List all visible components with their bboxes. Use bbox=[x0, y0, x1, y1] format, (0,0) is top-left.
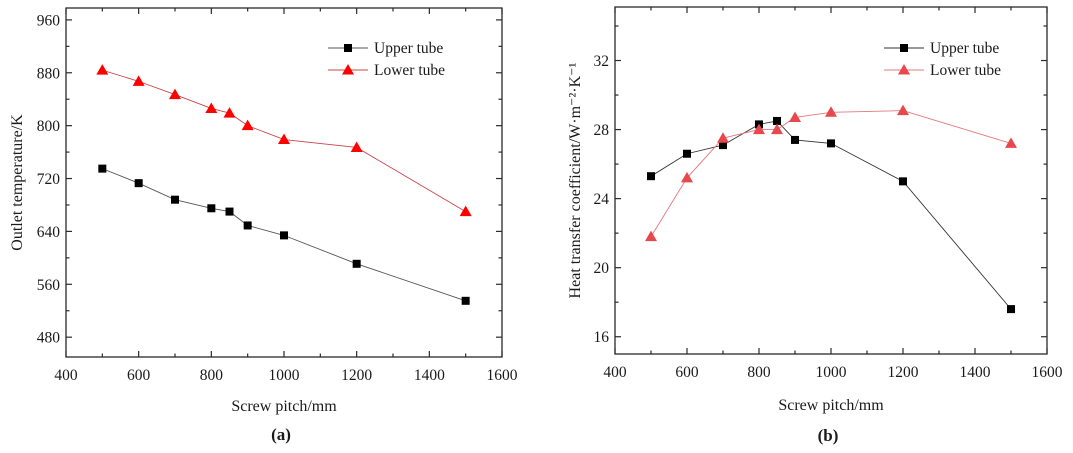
data-point-triangle bbox=[223, 107, 236, 118]
data-point-triangle bbox=[132, 75, 145, 86]
y-tick-label: 32 bbox=[594, 53, 610, 70]
data-point-square bbox=[352, 259, 361, 268]
x-tick-label: 1400 bbox=[960, 364, 991, 381]
y-axis-label: Heat transfer coefficient/W·m⁻²·K⁻¹ bbox=[567, 62, 584, 298]
data-point-triangle bbox=[717, 132, 729, 143]
series-upper-tube bbox=[647, 116, 1015, 314]
data-point-square bbox=[243, 221, 252, 230]
data-point-square bbox=[98, 164, 107, 173]
legend-label: Upper tube bbox=[930, 40, 999, 57]
x-tick-label: 1200 bbox=[341, 367, 372, 384]
y-tick-label: 28 bbox=[594, 122, 610, 139]
legend-marker-square bbox=[344, 44, 352, 52]
y-tick-label: 960 bbox=[37, 12, 61, 29]
y-tick-label: 800 bbox=[37, 118, 61, 135]
x-tick-label: 1600 bbox=[487, 367, 518, 384]
data-point-triangle bbox=[825, 106, 837, 117]
data-point-square bbox=[280, 231, 288, 240]
data-point-triangle bbox=[278, 133, 290, 145]
x-tick-label: 1200 bbox=[888, 364, 919, 381]
data-point-triangle bbox=[241, 119, 254, 131]
legend-marker-triangle bbox=[342, 64, 354, 75]
series-lower-tube bbox=[96, 64, 472, 217]
data-point-square bbox=[827, 139, 835, 148]
x-tick-label: 400 bbox=[54, 367, 78, 384]
data-point-triangle bbox=[96, 64, 109, 75]
data-point-square bbox=[683, 149, 691, 158]
x-tick-label: 1000 bbox=[269, 367, 300, 384]
x-tick-label: 400 bbox=[603, 364, 627, 381]
data-point-square bbox=[207, 204, 216, 213]
plot-frame bbox=[65, 7, 503, 358]
series-line bbox=[650, 120, 1012, 310]
data-point-triangle bbox=[1005, 137, 1017, 148]
data-point-square bbox=[134, 179, 143, 188]
legend-label: Lower tube bbox=[930, 62, 1001, 79]
x-tick-label: 600 bbox=[127, 367, 151, 384]
data-point-triangle bbox=[771, 123, 783, 135]
data-point-triangle bbox=[789, 111, 801, 122]
data-point-triangle bbox=[681, 171, 693, 183]
panel-label: (a) bbox=[271, 425, 291, 444]
data-point-triangle bbox=[350, 141, 363, 152]
y-axis-label: Outlet temperature/K bbox=[9, 114, 26, 251]
x-tick-label: 600 bbox=[675, 364, 699, 381]
legend: Upper tube Lower tube bbox=[884, 40, 1001, 79]
y-tick-label: 480 bbox=[37, 330, 61, 347]
legend-marker-triangle bbox=[898, 64, 910, 75]
data-point-square bbox=[1007, 305, 1015, 314]
y-tick-label: 24 bbox=[594, 191, 610, 208]
data-point-square bbox=[225, 207, 234, 216]
data-point-square bbox=[773, 116, 781, 125]
series-lower-tube bbox=[645, 104, 1017, 242]
legend: Upper tube Lower tube bbox=[328, 40, 445, 79]
x-tick-label: 1400 bbox=[414, 367, 445, 384]
x-axis-label: Screw pitch/mm bbox=[778, 397, 884, 414]
y-tick-label: 20 bbox=[594, 260, 610, 277]
legend-label: Lower tube bbox=[374, 62, 445, 79]
x-tick-label: 1000 bbox=[816, 364, 847, 381]
data-point-square bbox=[899, 177, 907, 186]
x-axis-label: Screw pitch/mm bbox=[231, 398, 337, 415]
y-tick-label: 880 bbox=[37, 65, 61, 82]
data-point-triangle bbox=[753, 123, 765, 135]
chart-b-heat-transfer-coefficient: 400 600 800 1000 1200 1400 1600 16 20 24 28 32 Screw… bbox=[567, 6, 1063, 445]
data-point-triangle bbox=[205, 102, 218, 113]
chart-a-outlet-temperature: 400 600 800 1000 1200 1400 1600 480 560 640 720 800… bbox=[9, 7, 518, 444]
legend-label: Upper tube bbox=[374, 40, 443, 57]
data-point-square bbox=[171, 195, 179, 204]
legend-marker-square bbox=[900, 44, 908, 52]
y-tick-label: 560 bbox=[37, 277, 61, 294]
data-point-square bbox=[791, 135, 799, 144]
x-tick-label: 800 bbox=[747, 364, 771, 381]
y-tick-label: 720 bbox=[37, 171, 61, 188]
series-line bbox=[650, 110, 1012, 237]
panel-label: (b) bbox=[818, 426, 839, 445]
data-point-square bbox=[719, 141, 727, 150]
plot-frame bbox=[614, 6, 1048, 355]
x-tick-label: 800 bbox=[200, 367, 224, 384]
data-point-triangle bbox=[169, 88, 181, 100]
data-point-square bbox=[461, 296, 470, 305]
series-upper-tube bbox=[98, 164, 470, 305]
data-point-triangle bbox=[645, 230, 657, 242]
y-tick-label: 16 bbox=[594, 329, 610, 346]
data-point-square bbox=[647, 172, 655, 181]
y-tick-label: 640 bbox=[37, 224, 61, 241]
data-point-triangle bbox=[459, 205, 472, 217]
x-tick-label: 1600 bbox=[1032, 364, 1063, 381]
data-point-triangle bbox=[897, 104, 909, 116]
